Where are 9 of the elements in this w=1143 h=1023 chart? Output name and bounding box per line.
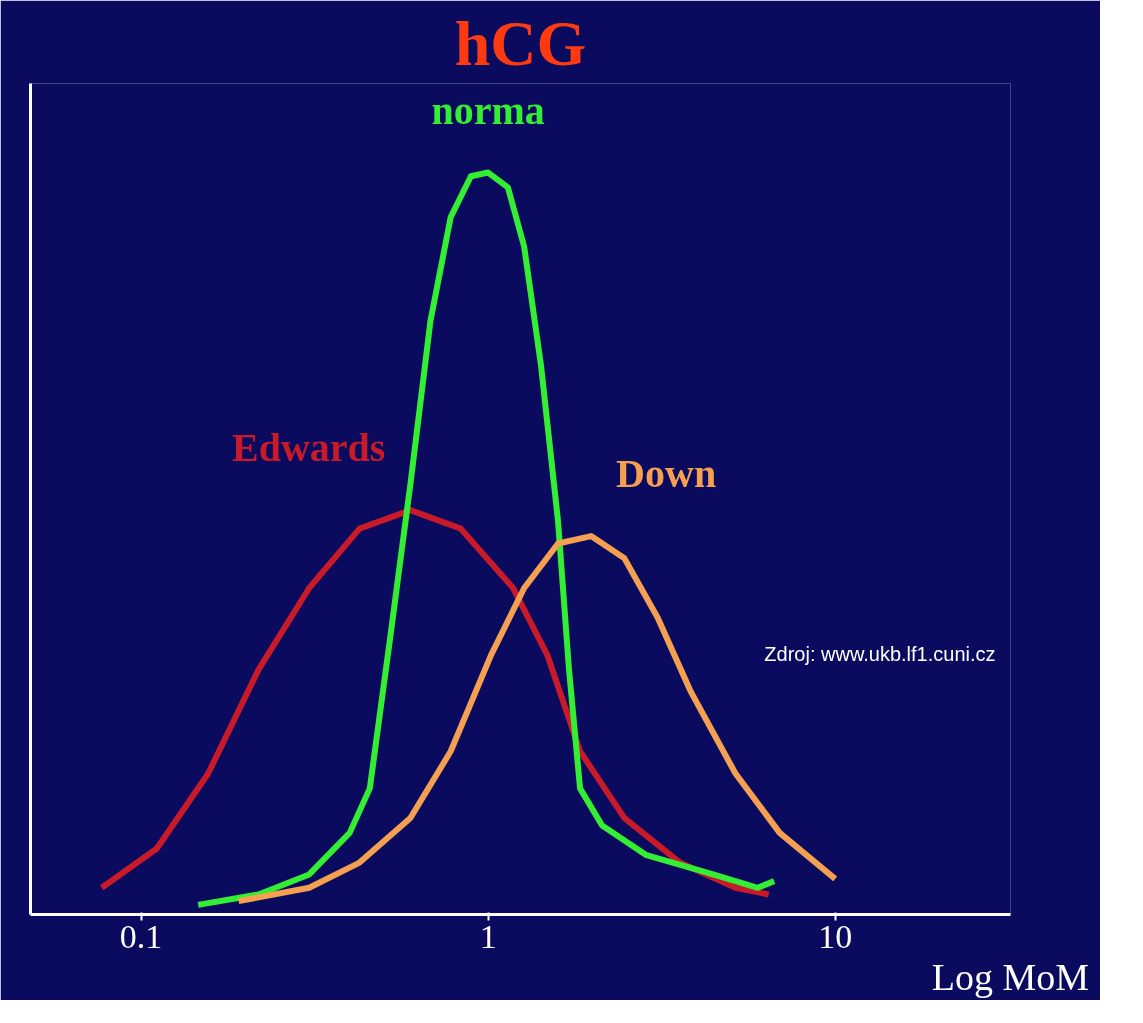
series-label: norma bbox=[431, 87, 545, 133]
annotation: Zdroj: www.ukb.lf1.cuni.cz bbox=[764, 642, 996, 665]
chart-title: hCG bbox=[454, 7, 587, 79]
series-label: Down bbox=[616, 451, 717, 497]
x-axis-title: Log MoM bbox=[931, 955, 1090, 998]
x-tick-label: 10 bbox=[818, 917, 853, 955]
x-tick-label: 1 bbox=[479, 917, 497, 955]
x-tick-label: 0.1 bbox=[119, 917, 163, 955]
series-label: Edwards bbox=[232, 425, 386, 471]
